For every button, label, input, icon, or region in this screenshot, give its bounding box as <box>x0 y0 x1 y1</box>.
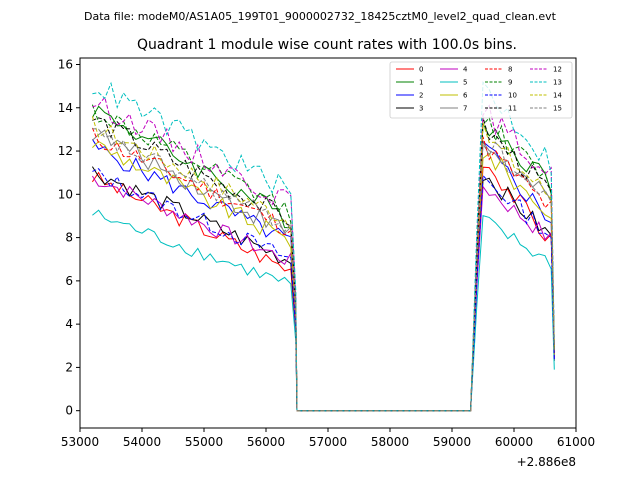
y-tick-label: 0 <box>65 404 73 418</box>
y-tick-label: 12 <box>58 144 73 158</box>
legend-label-15: 15 <box>553 105 562 113</box>
series-line-12 <box>92 96 555 412</box>
series-line-5 <box>92 209 555 412</box>
y-tick-label: 2 <box>65 360 73 374</box>
series-line-9 <box>91 104 555 412</box>
x-tick-label: 59000 <box>433 435 471 449</box>
legend-label-10: 10 <box>508 92 517 100</box>
x-offset-label: +2.886e8 <box>517 455 576 469</box>
series-line-3 <box>91 166 555 412</box>
suptitle: Data file: modeM0/AS1A05_199T01_90000027… <box>84 10 557 23</box>
legend-label-2: 2 <box>419 92 423 100</box>
y-tick-label: 6 <box>65 274 73 288</box>
x-tick-label: 58000 <box>371 435 409 449</box>
series-line-10 <box>92 168 555 412</box>
legend-label-5: 5 <box>463 79 467 87</box>
x-tick-label: 60000 <box>495 435 533 449</box>
x-tick-label: 55000 <box>185 435 223 449</box>
series-line-1 <box>91 105 555 412</box>
y-tick-label: 4 <box>65 317 73 331</box>
legend-label-9: 9 <box>508 79 512 87</box>
legend-label-3: 3 <box>419 105 423 113</box>
series-line-11 <box>92 117 555 412</box>
y-tick-label: 14 <box>58 101 73 115</box>
y-tick-label: 10 <box>58 187 73 201</box>
x-tick-label: 56000 <box>247 435 285 449</box>
ticks-layer: 53000 54000 55000 56000 57000 58000 59000 60000… <box>58 57 595 449</box>
x-tick-label: 57000 <box>309 435 347 449</box>
series-line-14 <box>91 116 555 412</box>
series-line-15 <box>92 128 555 412</box>
legend-label-1: 1 <box>419 79 423 87</box>
legend-label-14: 14 <box>553 92 562 100</box>
legend-label-6: 6 <box>463 92 468 100</box>
chart-title: Quadrant 1 module wise count rates with … <box>137 37 517 53</box>
legend-label-0: 0 <box>419 66 423 74</box>
legend-frame <box>389 61 573 119</box>
y-tick-label: 16 <box>58 57 73 71</box>
legend-label-4: 4 <box>463 66 468 74</box>
legend-label-13: 13 <box>553 79 562 87</box>
y-tick-label: 8 <box>65 231 73 245</box>
x-tick-label: 61000 <box>557 435 595 449</box>
x-tick-label: 53000 <box>61 435 99 449</box>
legend-label-7: 7 <box>463 105 467 113</box>
legend-label-8: 8 <box>508 66 512 74</box>
legend-label-12: 12 <box>553 66 562 74</box>
legend-label-11: 11 <box>508 105 517 113</box>
series-line-6 <box>92 140 555 412</box>
x-tick-label: 54000 <box>123 435 161 449</box>
